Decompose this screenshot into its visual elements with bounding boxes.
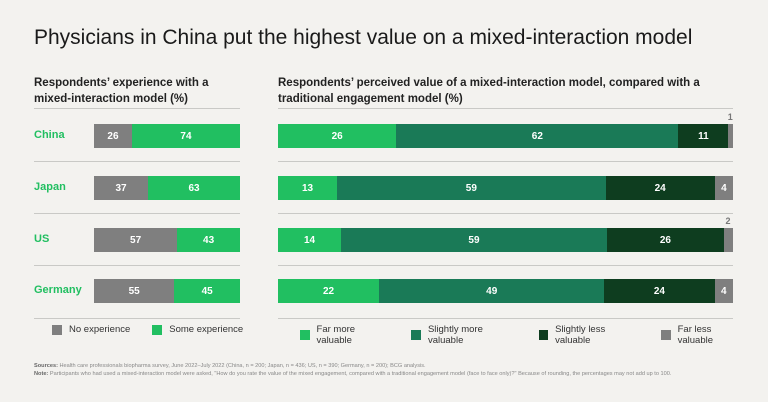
bar-china: 26 74 bbox=[94, 124, 240, 148]
data-label: 4 bbox=[721, 182, 727, 194]
bar-segment: 43 bbox=[177, 228, 240, 252]
bar-segment: 26 bbox=[94, 124, 132, 148]
legend-swatch bbox=[52, 324, 62, 335]
row-divider bbox=[278, 265, 733, 266]
bar-segment: 24 bbox=[604, 279, 715, 303]
bar-us: 14 59 26 bbox=[278, 228, 733, 252]
bar-japan: 13 59 24 4 bbox=[278, 176, 733, 200]
data-label: 59 bbox=[468, 234, 480, 246]
country-label: US bbox=[34, 233, 50, 245]
legend-item: Slightly more valuable bbox=[411, 324, 516, 346]
note-footnote: Note: Participants who had used a mixed-… bbox=[34, 371, 672, 377]
legend-item: Some experience bbox=[152, 324, 243, 335]
legend-item: Slightly less valuable bbox=[538, 324, 640, 346]
bar-segment: 4 bbox=[714, 176, 733, 200]
bar-germany: 22 49 24 4 bbox=[278, 279, 733, 303]
data-label: 14 bbox=[303, 234, 316, 246]
bar-segment: 37 bbox=[94, 176, 149, 200]
row-divider bbox=[278, 108, 733, 109]
data-label: 59 bbox=[465, 182, 477, 194]
data-label: 22 bbox=[322, 285, 335, 297]
legend-swatch bbox=[538, 330, 549, 340]
data-label: 11 bbox=[698, 130, 709, 142]
bar-segment bbox=[728, 124, 733, 148]
bar-segment: 57 bbox=[94, 228, 178, 252]
row-divider bbox=[34, 265, 240, 266]
data-label: 45 bbox=[201, 285, 213, 297]
data-label: 37 bbox=[115, 182, 127, 194]
country-label: Germany bbox=[34, 284, 82, 296]
left-chart-title: Respondents’ experience with a mixed-int… bbox=[34, 77, 209, 105]
data-label: 26 bbox=[659, 234, 671, 246]
bar-segment: 24 bbox=[605, 176, 715, 200]
right-chart-title: Respondents’ perceived value of a mixed-… bbox=[278, 77, 700, 105]
data-label: 1 bbox=[727, 112, 733, 122]
bar-segment: 14 bbox=[278, 228, 342, 252]
row-divider bbox=[34, 108, 240, 109]
legend-swatch bbox=[661, 330, 671, 340]
data-label: 26 bbox=[107, 130, 119, 142]
bar-germany: 55 45 bbox=[94, 279, 240, 303]
legend-swatch bbox=[152, 324, 163, 335]
legend-swatch bbox=[411, 330, 421, 340]
bar-segment: 22 bbox=[278, 279, 380, 303]
country-label: China bbox=[34, 129, 65, 141]
bar-segment: 49 bbox=[379, 279, 605, 303]
data-label: 24 bbox=[654, 182, 666, 194]
row-divider bbox=[34, 161, 240, 162]
row-divider bbox=[34, 318, 240, 319]
row-divider bbox=[278, 213, 733, 214]
bar-segment: 26 bbox=[606, 228, 724, 252]
bar-japan: 37 63 bbox=[94, 176, 240, 200]
data-label: 55 bbox=[128, 285, 140, 297]
bar-segment: 13 bbox=[278, 176, 338, 200]
bar-segment bbox=[723, 228, 733, 252]
data-label: 63 bbox=[188, 182, 200, 194]
country-label: Japan bbox=[34, 181, 66, 193]
legend-swatch bbox=[300, 330, 310, 340]
legend-label: Slightly more valuable bbox=[427, 324, 483, 346]
data-label: 26 bbox=[331, 130, 343, 142]
data-label: 13 bbox=[302, 182, 314, 194]
legend-label: Far more valuable bbox=[316, 324, 356, 346]
bar-segment: 59 bbox=[337, 176, 606, 200]
page-title: Physicians in China put the highest valu… bbox=[34, 26, 693, 49]
row-divider bbox=[278, 161, 733, 162]
legend-item: Far less valuable bbox=[661, 324, 746, 346]
right-legend: Far more valuable Slightly more valuable S… bbox=[300, 324, 768, 346]
bar-us: 57 43 bbox=[94, 228, 240, 252]
data-label: 57 bbox=[130, 234, 142, 246]
bar-segment: 74 bbox=[131, 124, 240, 148]
data-label: 43 bbox=[203, 234, 215, 246]
legend-label: Far less valuable bbox=[677, 324, 713, 346]
bar-segment: 45 bbox=[174, 279, 240, 303]
data-label: 4 bbox=[721, 285, 727, 297]
bar-segment: 11 bbox=[678, 124, 729, 148]
data-label: 2 bbox=[725, 216, 731, 226]
legend-label: Slightly less valuable bbox=[555, 324, 606, 346]
legend-item: No experience bbox=[52, 324, 130, 335]
left-legend: No experience Some experience bbox=[52, 324, 265, 335]
data-label: 24 bbox=[653, 285, 665, 297]
data-label: 62 bbox=[531, 130, 543, 142]
legend-label: No experience bbox=[69, 324, 131, 335]
row-divider bbox=[278, 318, 733, 319]
bar-segment: 26 bbox=[278, 124, 397, 148]
legend-item: Far more valuable bbox=[300, 324, 389, 346]
bar-segment: 4 bbox=[714, 279, 733, 303]
bar-segment: 63 bbox=[148, 176, 240, 200]
legend-label: Some experience bbox=[169, 324, 244, 335]
bar-segment: 55 bbox=[94, 279, 175, 303]
data-label: 49 bbox=[486, 285, 498, 297]
data-label: 74 bbox=[180, 130, 192, 142]
bar-china: 26 62 11 bbox=[278, 124, 733, 148]
bar-segment: 62 bbox=[396, 124, 679, 148]
bar-segment: 59 bbox=[341, 228, 607, 252]
sources-footnote: Sources: Health care professionals bioph… bbox=[34, 363, 426, 369]
row-divider bbox=[34, 213, 240, 214]
